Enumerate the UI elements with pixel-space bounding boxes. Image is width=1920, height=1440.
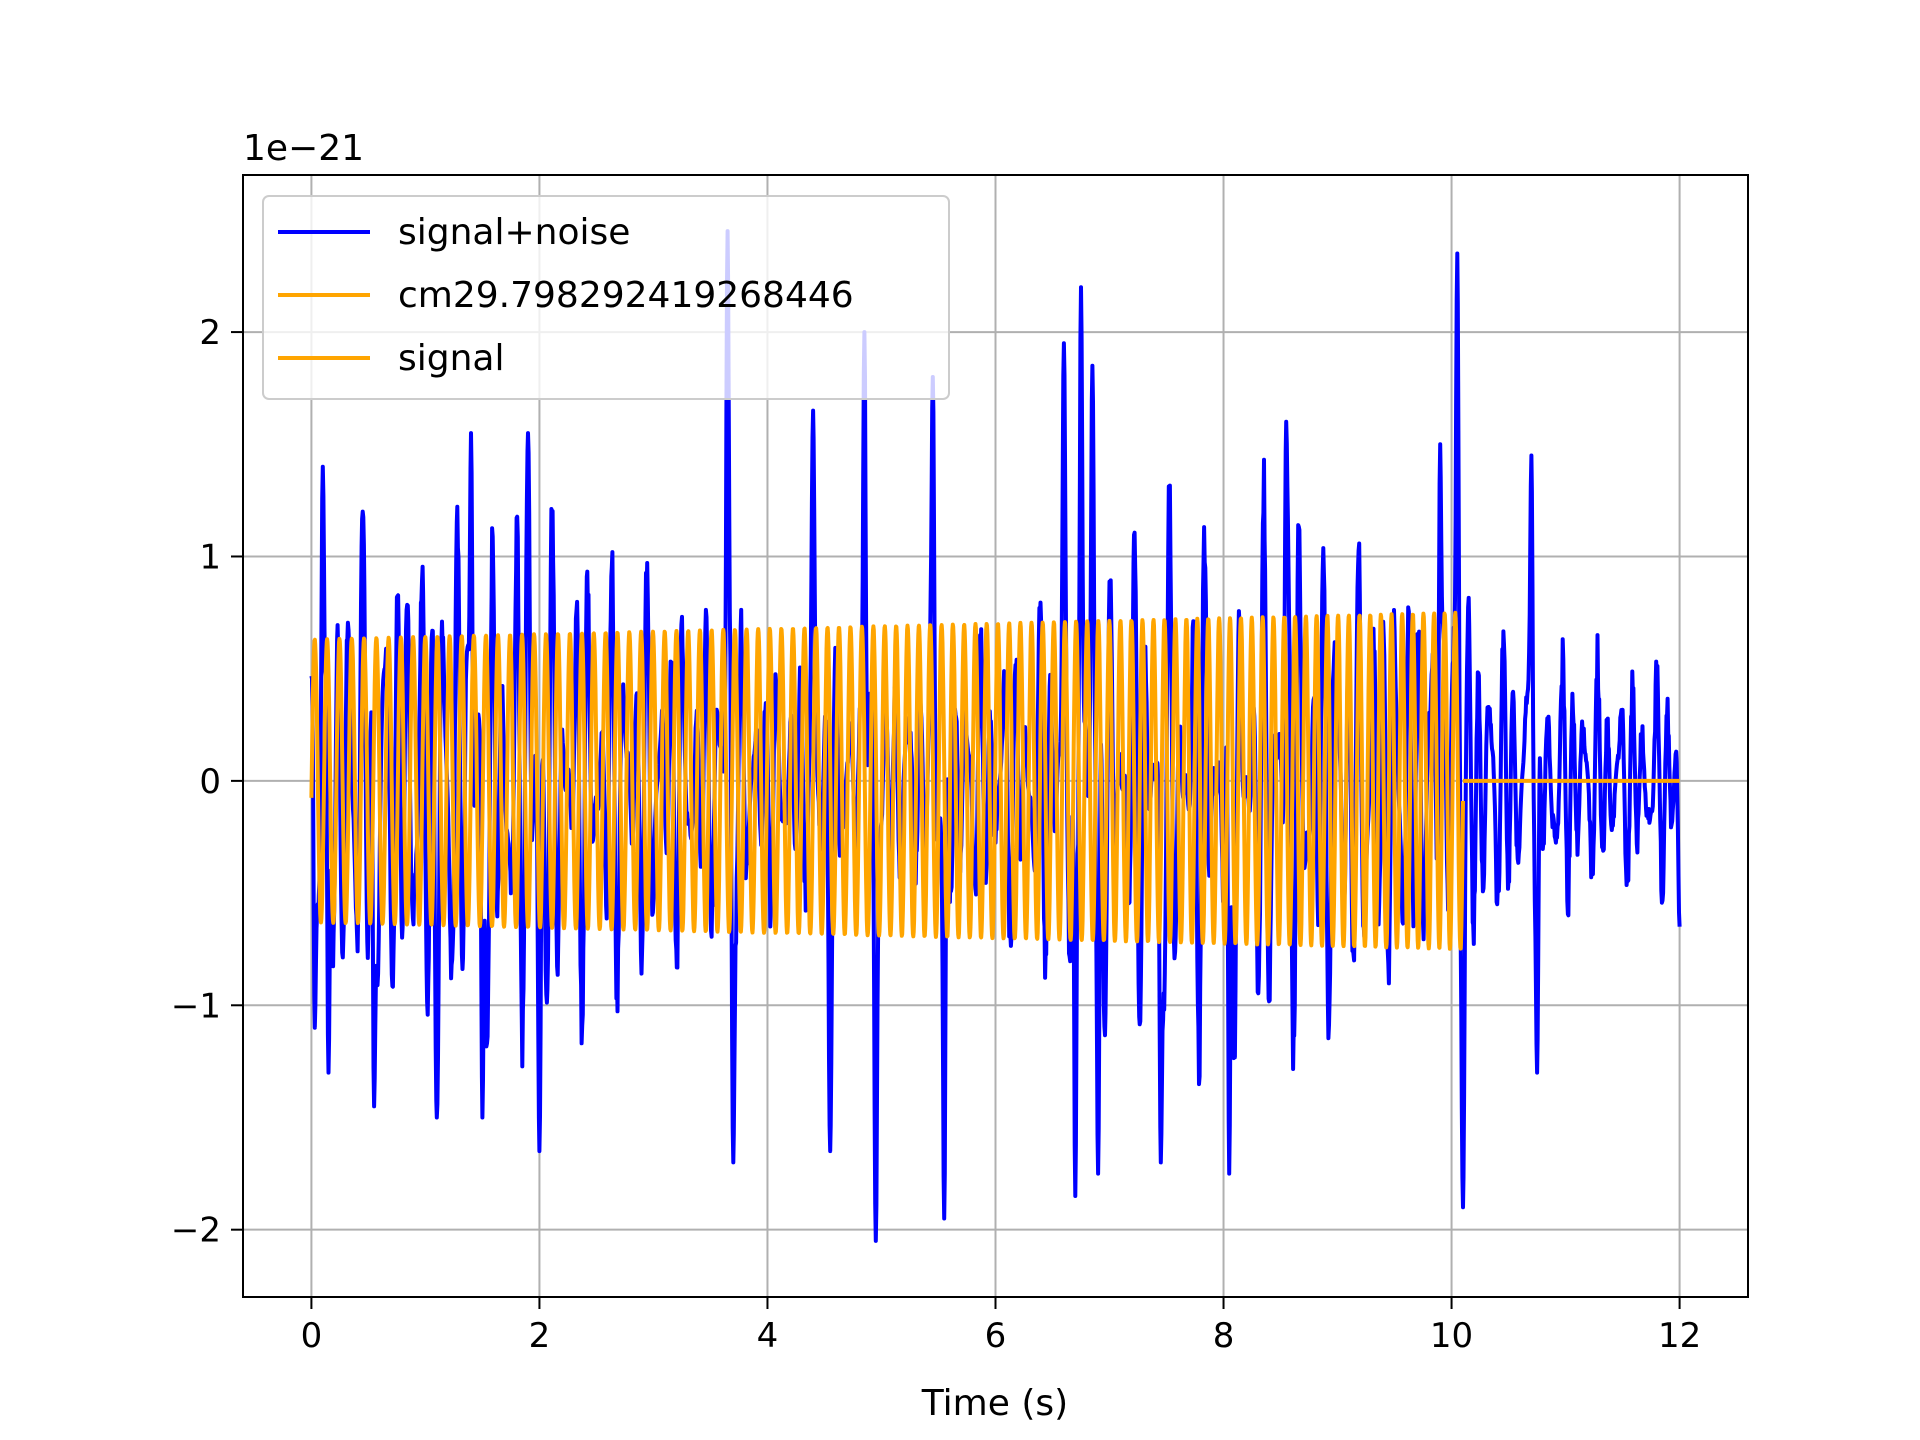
x-tick-label: 4 <box>757 1316 779 1356</box>
legend-label-cm: cm29.798292419268446 <box>398 275 854 316</box>
y-tick-label: 0 <box>199 762 221 802</box>
legend-label-signal: signal <box>398 338 505 379</box>
y-offset-label: 1e−21 <box>243 128 364 169</box>
x-tick-label: 2 <box>529 1316 551 1356</box>
y-tick-label: −1 <box>171 986 221 1026</box>
x-tick-label: 12 <box>1658 1316 1701 1356</box>
x-tick-label: 0 <box>301 1316 323 1356</box>
legend: signal+noise cm29.798292419268446 signal <box>262 195 950 400</box>
x-tick-label: 10 <box>1430 1316 1473 1356</box>
legend-label-signal-noise: signal+noise <box>398 212 630 253</box>
y-ticks: −2 −1 0 1 2 <box>171 313 243 1251</box>
series-cm-line <box>309 610 1465 951</box>
x-ticks: 0 2 4 6 8 10 12 <box>301 1297 1701 1356</box>
y-tick-label: −2 <box>171 1211 221 1251</box>
y-tick-label: 2 <box>199 313 221 353</box>
x-tick-label: 8 <box>1213 1316 1235 1356</box>
x-tick-label: 6 <box>985 1316 1007 1356</box>
x-axis-title: Time (s) <box>921 1383 1068 1424</box>
y-tick-label: 1 <box>199 537 221 577</box>
legend-box <box>262 195 950 400</box>
plot-area <box>309 229 1682 1243</box>
